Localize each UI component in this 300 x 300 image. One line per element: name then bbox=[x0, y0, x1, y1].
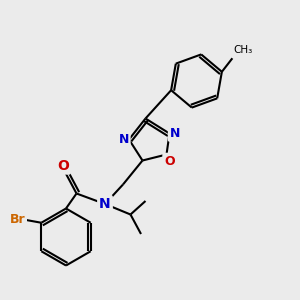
Text: N: N bbox=[118, 133, 129, 146]
Text: O: O bbox=[57, 159, 69, 172]
Text: N: N bbox=[170, 127, 180, 140]
Text: Br: Br bbox=[10, 213, 25, 226]
Text: N: N bbox=[99, 197, 111, 211]
Text: CH₃: CH₃ bbox=[234, 45, 253, 55]
Text: O: O bbox=[164, 154, 175, 168]
